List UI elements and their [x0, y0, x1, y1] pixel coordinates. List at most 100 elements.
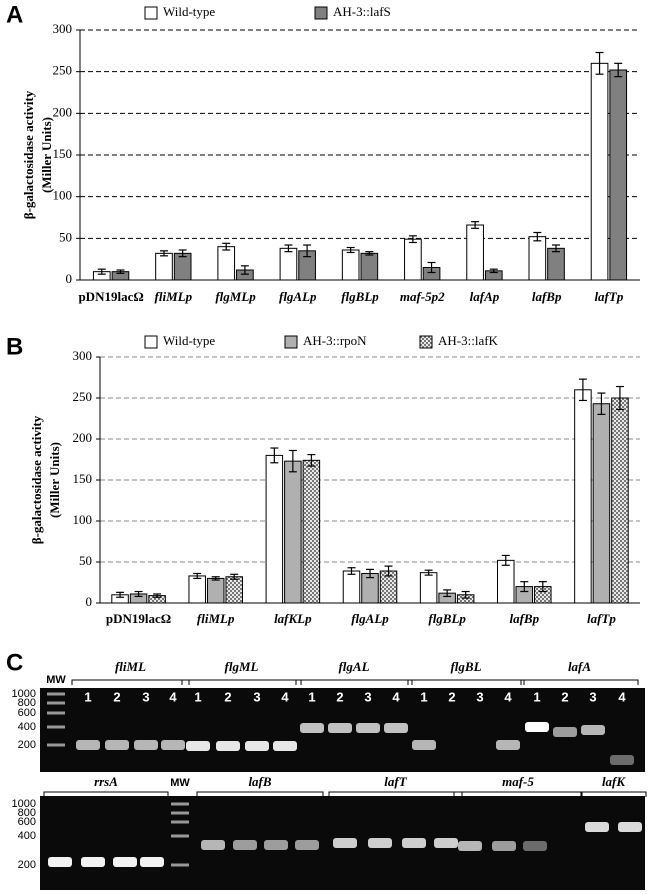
ladder-label: 200: [18, 859, 36, 871]
lane-group-label: lafA: [568, 659, 591, 674]
gel-band: [201, 840, 225, 850]
gel-band: [384, 723, 408, 733]
lane-number: 1: [194, 689, 201, 704]
error-bar: [270, 447, 279, 464]
error-bar: [533, 231, 542, 242]
bar: [155, 252, 173, 281]
error-bar: [471, 221, 480, 229]
gel-band: [186, 741, 210, 751]
bracket: [453, 791, 583, 797]
ladder-band: [171, 802, 189, 806]
ladder-label: 800: [18, 807, 36, 819]
error-bar: [552, 244, 560, 253]
y-axis-label: β-galactosidase activity: [21, 90, 36, 219]
bracket: [328, 791, 463, 797]
lane-group-label: lafT: [384, 774, 407, 789]
gel-band: [113, 857, 137, 867]
error-bar: [303, 244, 312, 258]
ladder-label: 200: [18, 739, 36, 751]
ladder-band: [47, 725, 65, 729]
error-bar: [520, 581, 529, 593]
gel-band: [553, 727, 577, 737]
gel-band: [105, 740, 129, 750]
lane-group-label: fliML: [115, 659, 146, 674]
lane-number: 2: [113, 689, 120, 704]
bar: [279, 247, 298, 281]
bracket: [196, 791, 324, 797]
ladder-label: 400: [18, 830, 36, 842]
bar: [592, 403, 611, 604]
mw-label: MW: [170, 777, 190, 789]
x-tick-label: pDN19lacΩ: [78, 289, 143, 304]
bar: [284, 460, 302, 604]
gel-band: [618, 822, 642, 832]
error-bar: [578, 378, 587, 402]
x-tick-label: lafBp: [532, 289, 562, 304]
error-bar: [365, 251, 374, 256]
y-axis-label: (Miller Units): [39, 117, 54, 193]
x-tick-label: lafTp: [587, 611, 616, 626]
lane-group-label: flgAL: [338, 659, 369, 674]
gel-band: [140, 857, 164, 867]
lane-number: 1: [420, 689, 427, 704]
lane-number: 4: [281, 689, 289, 704]
bar: [265, 454, 284, 604]
ladder-band: [47, 743, 65, 747]
error-bar: [240, 265, 249, 275]
lane-number: 1: [308, 689, 315, 704]
ladder-band: [47, 701, 65, 705]
ladder-band: [171, 811, 189, 815]
error-bar: [461, 590, 470, 599]
lane-number: 2: [561, 689, 568, 704]
gel-band: [161, 740, 185, 750]
panel-label: C: [6, 649, 23, 676]
x-tick-label: flgBLp: [341, 289, 379, 304]
panel-label: B: [6, 333, 23, 360]
legend-swatch: [314, 6, 328, 20]
legend-swatch: [284, 335, 298, 349]
bracket: [43, 791, 169, 797]
gel-band: [434, 838, 458, 848]
error-bar: [408, 235, 417, 244]
gel-band: [356, 723, 380, 733]
x-tick-label: maf-5p2: [400, 289, 445, 304]
lane-number: 3: [589, 689, 596, 704]
y-tick-label: 50: [79, 553, 92, 568]
error-bar: [424, 569, 433, 576]
y-tick-label: 250: [53, 63, 73, 78]
gel-band: [245, 741, 269, 751]
x-tick-label: lafAp: [470, 289, 500, 304]
legend-swatch: [419, 335, 433, 349]
bar: [341, 249, 360, 281]
legend-swatch: [144, 6, 158, 20]
gel-band: [585, 822, 609, 832]
error-bar: [134, 590, 143, 598]
y-axis-label: (Miller Units): [47, 442, 62, 518]
bar: [206, 577, 225, 604]
error-bar: [538, 581, 547, 593]
lane-group-label: maf-5: [502, 774, 534, 789]
ladder-label: 800: [18, 697, 36, 709]
lane-group-label: flgML: [225, 659, 259, 674]
gel-band: [610, 755, 634, 765]
error-bar: [193, 572, 202, 580]
bracket: [71, 679, 190, 685]
ladder-band: [47, 692, 65, 696]
error-bar: [346, 246, 355, 254]
lane-number: 3: [253, 689, 260, 704]
error-bar: [366, 568, 374, 579]
bracket: [580, 791, 647, 797]
y-tick-label: 0: [86, 594, 93, 609]
lane-group-label: flgBL: [450, 659, 481, 674]
gel-band: [525, 722, 549, 732]
error-bar: [307, 453, 316, 467]
error-bar: [160, 250, 168, 257]
gel-band: [523, 841, 547, 851]
legend-label: AH-3::lafK: [438, 333, 499, 348]
x-tick-label: flgALp: [351, 611, 389, 626]
error-bar: [230, 573, 239, 580]
gel-band: [81, 857, 105, 867]
lane-number: 1: [84, 689, 91, 704]
bracket: [295, 679, 413, 685]
